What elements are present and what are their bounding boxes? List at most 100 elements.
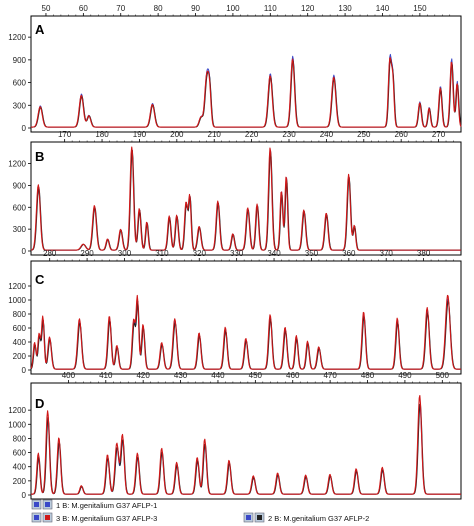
x-tick-label: 110 (264, 4, 277, 13)
x-tick-label: 290 (80, 249, 94, 258)
y-tick-label: 300 (13, 101, 27, 110)
series-trace-3 (30, 146, 461, 251)
x-tick-label: 330 (230, 249, 244, 258)
y-tick-label: 0 (22, 124, 27, 133)
panel-c: 280 290 300 310 320 330 340 350 360 370 380 0 200 400… (8, 249, 462, 375)
x-tick-label: 440 (211, 371, 225, 380)
legend-label-3: 3 B: M.genitalium G37 AFLP-3 (56, 514, 157, 523)
legend-swatch-3-b (45, 515, 50, 520)
series-trace-2 (31, 403, 461, 495)
y-tick-label: 900 (13, 56, 27, 65)
x-tick-label: 180 (95, 130, 109, 139)
y-tick-label: 900 (13, 181, 27, 190)
x-tick-label: 490 (398, 371, 412, 380)
x-tick-label: 370 (380, 249, 394, 258)
y-tick-label: 1200 (8, 282, 26, 291)
y-tick-label: 1000 (8, 420, 26, 429)
y-tick-label: 1200 (8, 33, 26, 42)
y-tick-label: 200 (13, 352, 27, 361)
x-tick-label: 450 (249, 371, 263, 380)
x-tick-label: 200 (170, 130, 184, 139)
y-tick-label: 1200 (8, 160, 26, 169)
x-tick-label: 400 (62, 371, 76, 380)
x-tick-label: 270 (432, 130, 446, 139)
y-tick-label: 1000 (8, 296, 26, 305)
y-tick-label: 200 (13, 477, 27, 486)
series-trace-1 (31, 53, 462, 128)
legend-swatch-1-a (34, 502, 39, 507)
y-tick-label: 0 (22, 247, 27, 256)
x-tick-label: 170 (58, 130, 72, 139)
x-tick-label: 310 (155, 249, 169, 258)
y-tick-label: 600 (13, 449, 27, 458)
panel-frame (30, 141, 462, 256)
legend-swatch-3-a (34, 515, 39, 520)
x-tick-label: 480 (361, 371, 375, 380)
x-tick-label: 190 (133, 130, 147, 139)
legend-swatch-2-a (246, 515, 251, 520)
panel-frame (30, 15, 462, 133)
y-tick-label: 600 (13, 79, 27, 88)
series-trace-3 (31, 394, 461, 495)
legend-label-2: 2 B: M.genitalium G37 AFLP-2 (268, 514, 369, 523)
series-trace-3 (31, 57, 462, 128)
y-tick-label: 600 (13, 324, 27, 333)
x-tick-label: 80 (154, 4, 163, 13)
series-trace-2 (31, 58, 462, 128)
x-tick-label: 320 (193, 249, 207, 258)
x-tick-label: 260 (394, 130, 408, 139)
y-tick-label: 400 (13, 338, 27, 347)
x-tick-label: 220 (245, 130, 259, 139)
x-tick-label: 100 (226, 4, 240, 13)
x-tick-label: 350 (305, 249, 319, 258)
x-tick-label: 230 (282, 130, 296, 139)
panel-a: 50 60 70 80 90 100 110 120 130 140 150 0 300 600 900 12… (8, 4, 462, 133)
panel-letter: D (35, 396, 44, 411)
panel-letter: C (35, 272, 45, 287)
y-tick-label: 800 (13, 434, 27, 443)
x-tick-label: 250 (357, 130, 371, 139)
panel-letter: A (35, 22, 45, 37)
x-tick-label: 70 (116, 4, 125, 13)
x-tick-label: 420 (136, 371, 150, 380)
x-tick-label: 360 (342, 249, 356, 258)
x-tick-label: 380 (417, 249, 431, 258)
legend-label-1: 1 B: M.genitalium G37 AFLP-1 (56, 501, 157, 510)
series-trace-3 (30, 294, 461, 370)
legend-swatch-1-b (45, 502, 50, 507)
legend-swatch-2-b (257, 515, 262, 520)
y-tick-label: 300 (13, 225, 27, 234)
x-tick-label: 280 (43, 249, 57, 258)
panel-letter: B (35, 149, 44, 164)
x-tick-label: 340 (267, 249, 281, 258)
x-tick-label: 210 (208, 130, 222, 139)
panel-d: 400 410 420 430 440 450 460 470 480 490 500 0 200 400… (8, 371, 462, 500)
legend: 1 B: M.genitalium G37 AFLP-1 3 B: M.genit… (31, 499, 369, 523)
x-tick-label: 140 (376, 4, 390, 13)
y-tick-label: 1200 (8, 406, 26, 415)
x-tick-label: 120 (301, 4, 315, 13)
x-tick-label: 430 (174, 371, 188, 380)
x-tick-label: 150 (413, 4, 427, 13)
x-tick-label: 410 (99, 371, 113, 380)
y-tick-label: 0 (22, 491, 27, 500)
y-tick-label: 600 (13, 203, 27, 212)
x-tick-label: 470 (323, 371, 337, 380)
y-tick-label: 400 (13, 463, 27, 472)
x-tick-label: 240 (320, 130, 334, 139)
x-tick-label: 130 (338, 4, 352, 13)
panel-frame (30, 260, 462, 375)
x-tick-label: 300 (118, 249, 132, 258)
y-tick-label: 0 (22, 366, 27, 375)
series-trace-2 (30, 300, 461, 370)
x-tick-label: 500 (436, 371, 450, 380)
panel-frame (30, 382, 462, 500)
series-trace-1 (31, 404, 461, 495)
x-tick-label: 60 (79, 4, 88, 13)
panel-b: 170 180 190 200 210 220 230 240 250 260 270 0 300 600… (8, 130, 462, 256)
series-trace-2 (30, 149, 461, 251)
y-tick-label: 800 (13, 310, 27, 319)
x-tick-label: 90 (191, 4, 200, 13)
x-tick-label: 50 (42, 4, 51, 13)
